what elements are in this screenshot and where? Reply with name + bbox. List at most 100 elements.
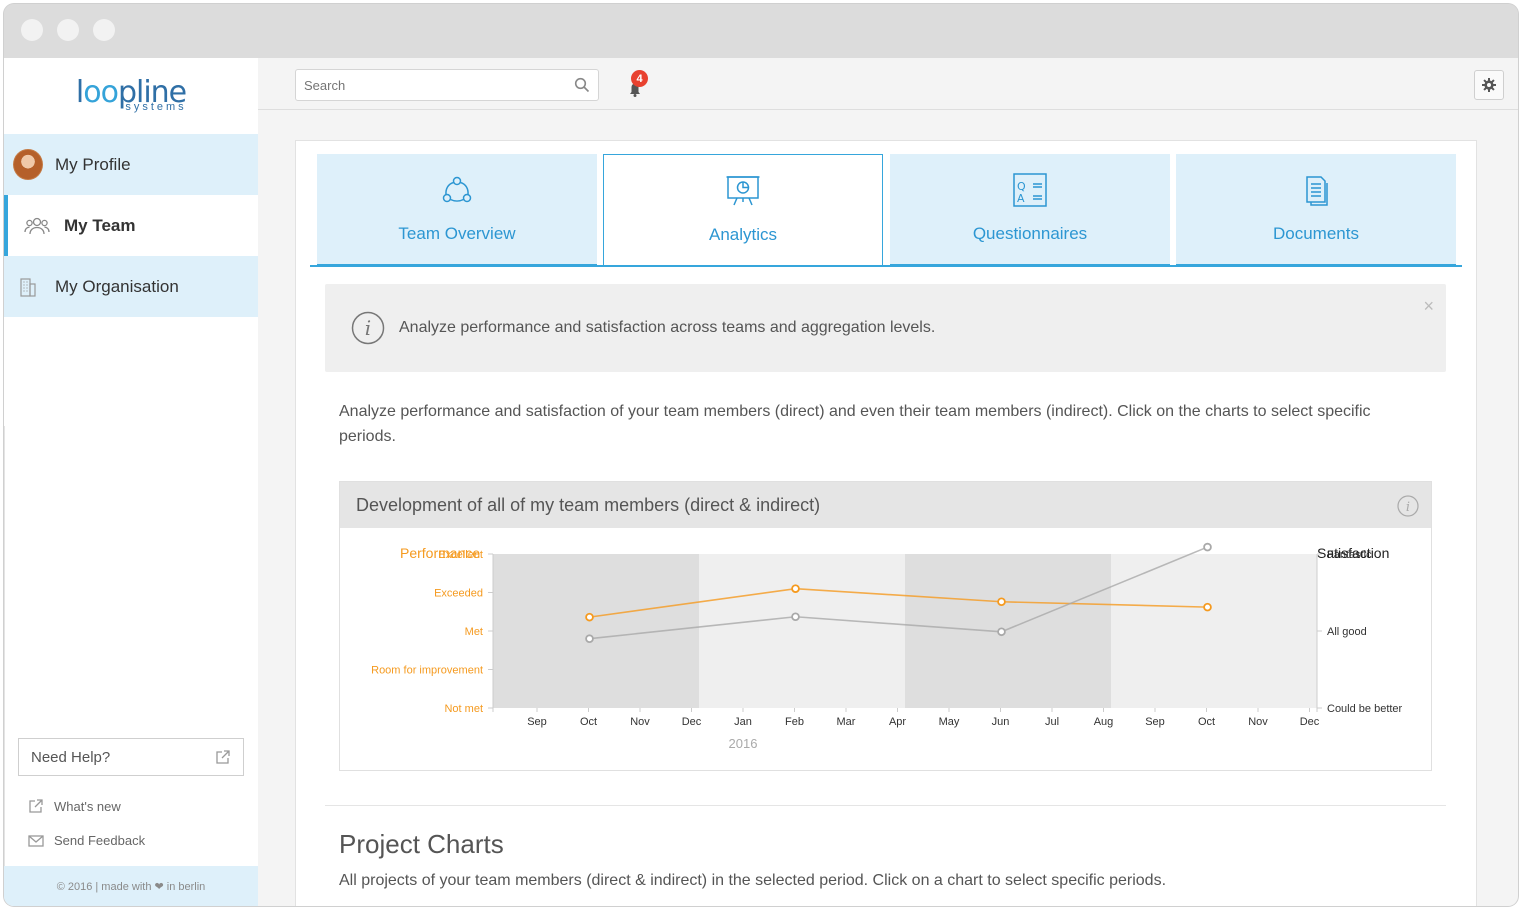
period-band[interactable] xyxy=(905,554,1111,708)
send-feedback-label: Send Feedback xyxy=(54,833,146,848)
left-tick-label: Met xyxy=(465,626,483,638)
sidebar-item-label: My Organisation xyxy=(55,276,179,296)
search-box[interactable] xyxy=(295,69,599,101)
external-link-icon xyxy=(216,750,230,764)
right-tick-label: Fantastic xyxy=(1327,549,1372,561)
left-tick-label: Exceeded xyxy=(434,588,483,600)
x-tick-label: Dec xyxy=(1300,716,1320,728)
analytics-icon xyxy=(725,173,761,209)
need-help-button[interactable]: Need Help? xyxy=(18,738,244,776)
project-charts-description: All projects of your team members (direc… xyxy=(339,872,1167,889)
sidebar-item-label: My Team xyxy=(64,215,136,235)
top-bar: 4 xyxy=(258,58,1518,110)
tab-documents[interactable]: Documents xyxy=(1176,154,1456,266)
data-point[interactable] xyxy=(997,627,1006,637)
search-input[interactable] xyxy=(304,77,574,93)
documents-icon xyxy=(1302,172,1330,208)
x-tick-label: Dec xyxy=(682,716,702,728)
sidebar-divider xyxy=(4,426,5,906)
svg-text:i: i xyxy=(365,316,371,340)
tab-label: Team Overview xyxy=(398,224,516,243)
info-icon: i xyxy=(351,311,385,345)
external-link-icon xyxy=(29,799,43,813)
team-overview-icon xyxy=(440,172,474,208)
series-line xyxy=(589,546,1208,640)
search-icon[interactable] xyxy=(574,77,590,93)
browser-window: loopline systems My Profile My Team My O… xyxy=(4,4,1518,906)
left-axis-title: Performance xyxy=(400,545,480,561)
avatar xyxy=(13,149,43,180)
team-icon xyxy=(22,211,52,241)
x-tick-label: Mar xyxy=(837,716,856,728)
window-close-dot[interactable] xyxy=(21,19,43,41)
tab-team-overview[interactable]: Team Overview xyxy=(317,154,597,266)
svg-text:i: i xyxy=(1406,500,1410,515)
x-tick-label: Jun xyxy=(992,716,1010,728)
logo-sub: systems xyxy=(125,101,187,113)
x-tick-label: Jan xyxy=(734,716,752,728)
period-band[interactable] xyxy=(1111,554,1317,708)
section-divider xyxy=(325,805,1446,806)
need-help-label: Need Help? xyxy=(31,748,111,766)
data-point[interactable] xyxy=(585,612,594,622)
sidebar: loopline systems My Profile My Team My O… xyxy=(4,58,258,906)
close-icon[interactable]: × xyxy=(1423,296,1434,316)
left-tick-label: Excellent xyxy=(438,549,483,561)
info-banner-text: Analyze performance and satisfaction acr… xyxy=(399,319,936,336)
window-minimize-dot[interactable] xyxy=(57,19,79,41)
send-feedback-link[interactable]: Send Feedback xyxy=(28,833,145,848)
project-charts-title: Project Charts xyxy=(339,829,504,859)
data-point[interactable] xyxy=(585,634,594,643)
series-line xyxy=(589,587,1208,618)
notification-badge[interactable]: 4 xyxy=(631,70,648,87)
right-tick-label: All good xyxy=(1327,626,1367,638)
tab-analytics[interactable]: Analytics xyxy=(603,154,883,267)
data-point[interactable] xyxy=(791,584,800,593)
x-tick-label: Jul xyxy=(1045,716,1059,728)
tab-underline xyxy=(310,265,1462,267)
data-point[interactable] xyxy=(997,597,1006,607)
sidebar-item-my-profile[interactable]: My Profile xyxy=(4,134,258,195)
info-banner: i Analyze performance and satisfaction a… xyxy=(325,284,1446,372)
x-year-label: 2016 xyxy=(729,736,758,751)
chart-header: Development of all of my team members (d… xyxy=(340,482,1431,528)
data-point[interactable] xyxy=(791,612,800,622)
sidebar-item-my-team[interactable]: My Team xyxy=(4,195,258,256)
x-tick-label: Nov xyxy=(1248,716,1268,728)
sidebar-item-label: My Profile xyxy=(55,154,131,174)
period-band[interactable] xyxy=(699,554,905,708)
data-point[interactable] xyxy=(1203,602,1212,612)
gear-icon xyxy=(1482,78,1496,92)
whats-new-label: What's new xyxy=(54,798,121,814)
window-maximize-dot[interactable] xyxy=(93,19,115,41)
app-logo[interactable]: loopline systems xyxy=(4,58,258,134)
logo-word: loopline xyxy=(75,75,187,110)
x-tick-label: Nov xyxy=(630,716,650,728)
tab-label: Documents xyxy=(1273,224,1359,243)
data-point[interactable] xyxy=(1203,542,1212,552)
chart-info-icon[interactable]: i xyxy=(1397,495,1419,517)
avatar-icon xyxy=(13,149,43,180)
sidebar-footer: © 2016 | made with ❤ in berlin xyxy=(4,866,258,906)
x-tick-label: Oct xyxy=(580,716,597,728)
left-tick-label: Room for improvement xyxy=(371,665,483,677)
development-chart-panel[interactable]: Development of all of my team members (d… xyxy=(339,481,1432,771)
whats-new-link[interactable]: What's new xyxy=(28,798,121,814)
x-tick-label: Oct xyxy=(1198,716,1215,728)
x-tick-label: Sep xyxy=(527,716,547,728)
mail-icon xyxy=(28,834,44,847)
sidebar-item-my-organisation[interactable]: My Organisation xyxy=(4,256,258,317)
x-tick-label: May xyxy=(939,716,960,728)
settings-button[interactable] xyxy=(1474,70,1504,100)
tab-label: Questionnaires xyxy=(972,224,1088,243)
left-tick-label: Not met xyxy=(444,703,483,715)
development-line-chart[interactable]: Excellent Exceeded Met Room for improvement… xyxy=(340,528,1431,768)
svg-text:Q: Q xyxy=(1017,180,1026,193)
analytics-description: Analyze performance and satisfaction of … xyxy=(339,403,1371,445)
svg-text:A: A xyxy=(1017,192,1025,205)
x-tick-label: Sep xyxy=(1145,716,1165,728)
